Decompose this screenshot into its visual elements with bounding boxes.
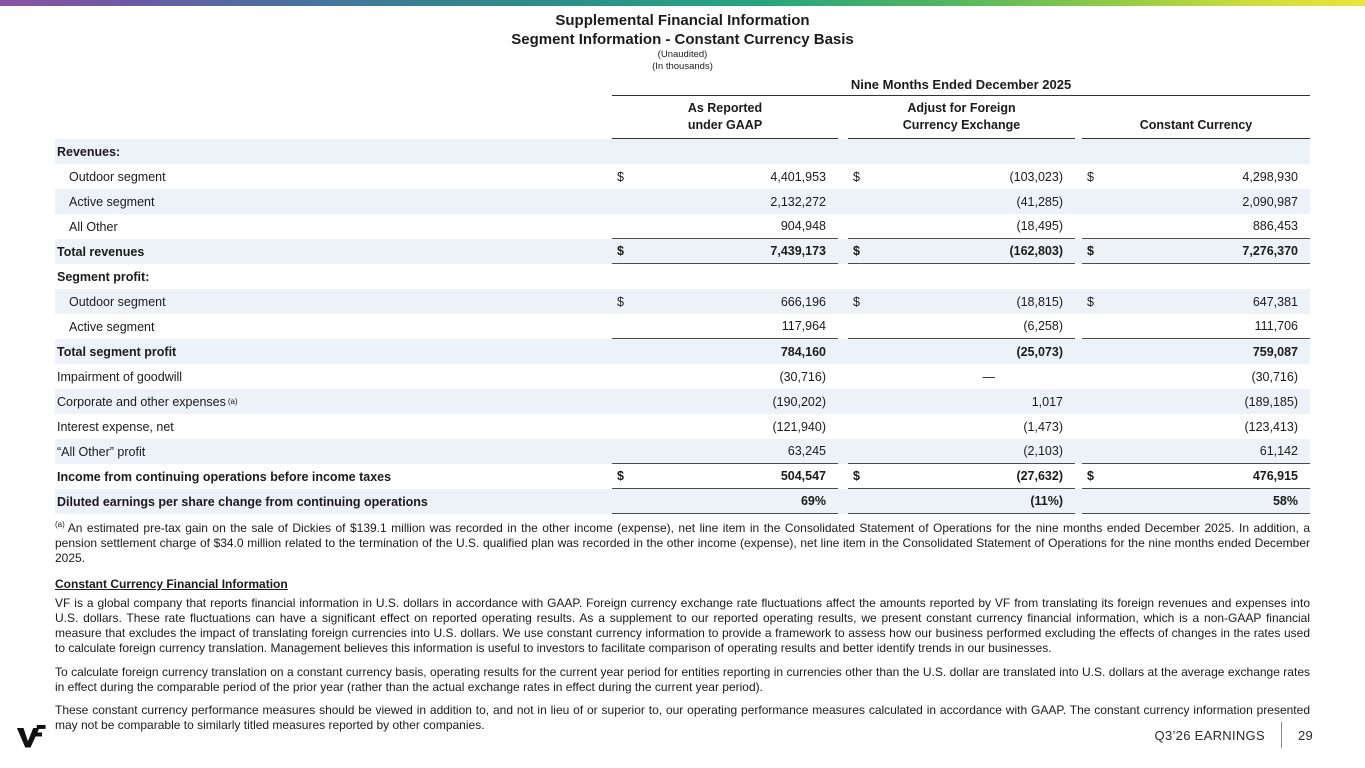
cell-constant-currency: $476,915 [1082,464,1310,489]
row-label: Active segment [69,194,155,209]
cell-fx-adjust: $ (103,023) [853,169,1063,184]
cell-constant-currency: 2,090,987 [1242,194,1298,209]
cell-fx-adjust: — [982,369,996,384]
paragraph-3: These constant currency performance meas… [55,703,1310,733]
row-label: Interest expense, net [57,419,174,434]
row-label: Revenues: [57,144,121,159]
cell-fx-adjust: $ (27,632) [848,464,1075,489]
cell-fx-adjust: (25,073) [1016,344,1063,359]
paragraph-1: VF is a global company that reports fina… [55,595,1310,656]
cell-as-reported: 63,245 [612,439,838,464]
row-label: Income from continuing operations before… [57,469,392,484]
cell-constant-currency: $4,298,930 [1087,169,1298,184]
cell-constant-currency: (30,716) [1251,369,1298,384]
footer: Q3’26 EARNINGS 29 [1155,722,1313,748]
table-row: Total segment profit 784,160 (25,073) 75… [55,339,1310,364]
cell-fx-adjust: (18,495) [848,214,1075,239]
table-row: Outdoor segment $666,196 $ (18,815) $647,… [55,289,1310,314]
cell-as-reported: 69% [612,489,838,514]
title-block: Supplemental Financial Information Segme… [0,6,1365,73]
table-row: Active segment 117,964 (6,258) 111,706 [55,314,1310,339]
row-label: Active segment [69,319,155,334]
page-title: Supplemental Financial Information [555,12,810,29]
row-label: Total segment profit [57,344,177,359]
cell-fx-adjust: (1,473) [1023,419,1063,434]
table-row: Active segment 2,132,272 (41,285) 2,090,… [55,189,1310,214]
units-note: (In thousands) [652,61,713,72]
notes-section: (a) An estimated pre-tax gain on the sale… [55,521,1310,733]
cell-as-reported: (121,940) [772,419,826,434]
footnote-a: (a) An estimated pre-tax gain on the sale… [55,520,1310,566]
cell-fx-adjust: $ (162,803) [848,239,1075,264]
col-header-as-reported: As Reported under GAAP [612,96,838,139]
cell-as-reported: (190,202) [772,394,826,409]
row-label: Outdoor segment [69,169,166,184]
row-label: Outdoor segment [69,294,166,309]
footnote-marker: (a) [55,520,65,529]
earnings-label: Q3’26 EARNINGS [1154,727,1265,743]
column-headers: As Reported under GAAP Adjust for Foreig… [55,96,1310,139]
cell-as-reported: 2,132,272 [770,194,826,209]
cell-as-reported: $4,401,953 [617,169,826,184]
cell-fx-adjust: $ (18,815) [853,294,1063,309]
table-row: “All Other” profit 63,245 (2,103) 61,142 [55,439,1310,464]
cell-constant-currency: 58% [1082,489,1310,514]
table-row: Segment profit: [55,264,1310,289]
cell-constant-currency: $647,381 [1087,294,1298,309]
cell-as-reported: $7,439,173 [612,239,838,264]
unaudited-note: (Unaudited) [657,49,708,60]
table-row: Impairment of goodwill (30,716) — (30,71… [55,364,1310,389]
table-row: Total revenues $7,439,173 $ (162,803) $7,… [55,239,1310,264]
col-header-constant-currency: Constant Currency [1082,96,1310,139]
row-label: All Other [69,219,118,234]
table-row: Corporate and other expenses (a) (190,202… [55,389,1310,414]
row-label: Total revenues [57,244,145,259]
cell-as-reported: $666,196 [617,294,826,309]
footer-divider [1280,722,1282,748]
row-label: Diluted earnings per share change from c… [57,494,428,509]
table-row: Revenues: [55,139,1310,164]
cell-as-reported: (30,716) [779,369,826,384]
row-label: Impairment of goodwill [57,369,183,384]
cell-constant-currency: (189,185) [1244,394,1298,409]
brand-gradient-bar [0,0,1365,6]
constant-currency-heading: Constant Currency Financial Information [55,576,288,591]
paragraph-2: To calculate foreign currency translatio… [55,664,1310,694]
period-header: Nine Months Ended December 2025 [612,77,1310,96]
page-subtitle: Segment Information - Constant Currency … [511,31,854,48]
table-row: Outdoor segment $4,401,953 $ (103,023) $4… [55,164,1310,189]
cell-fx-adjust: (41,285) [1016,194,1063,209]
cell-constant-currency: $7,276,370 [1082,239,1310,264]
segment-table: Nine Months Ended December 2025 As Repor… [55,77,1310,514]
cell-as-reported: 784,160 [780,344,826,359]
table-row: Diluted earnings per share change from c… [55,489,1310,514]
cell-constant-currency: 759,087 [1252,344,1298,359]
cell-as-reported: 904,948 [612,214,838,239]
vf-logo [16,723,46,754]
cell-constant-currency: 886,453 [1082,214,1310,239]
cell-as-reported: $504,547 [612,464,838,489]
row-label: Corporate and other expenses (a) [57,394,238,409]
vf-logo-icon [16,724,46,748]
cell-as-reported: 117,964 [612,314,838,339]
row-label: “All Other” profit [57,444,146,459]
col-header-fx-adjust: Adjust for Foreign Currency Exchange [848,96,1075,139]
table-row: All Other 904,948 (18,495) 886,453 [55,214,1310,239]
cell-fx-adjust: (11%) [848,489,1075,514]
cell-constant-currency: 61,142 [1082,439,1310,464]
cell-fx-adjust: (6,258) [848,314,1075,339]
row-label: Segment profit: [57,269,150,284]
page-number: 29 [1297,727,1313,743]
table-row: Interest expense, net (121,940) (1,473) … [55,414,1310,439]
table-row: Income from continuing operations before… [55,464,1310,489]
cell-fx-adjust: (2,103) [848,439,1075,464]
cell-constant-currency: (123,413) [1244,419,1298,434]
cell-fx-adjust: 1,017 [1031,394,1063,409]
cell-constant-currency: 111,706 [1082,314,1310,339]
